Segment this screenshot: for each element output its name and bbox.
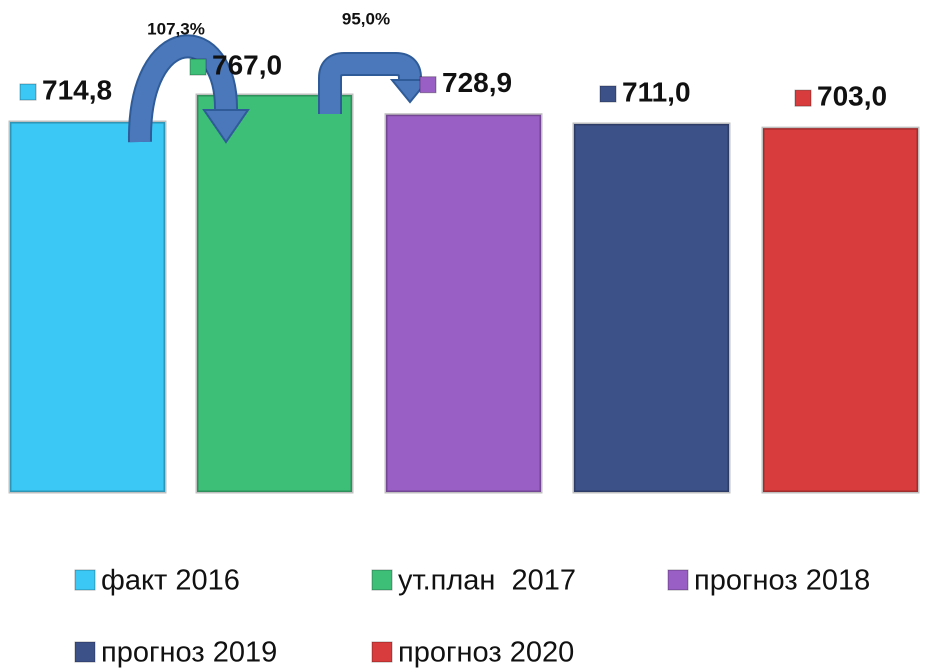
legend-marker [371, 641, 393, 663]
legend-marker [74, 641, 96, 663]
legend-marker [371, 569, 393, 591]
arrow-1 [127, 34, 250, 144]
bar [8, 120, 167, 494]
data-label: 767,0 [212, 49, 282, 80]
label-marker [794, 89, 812, 107]
legend-marker [74, 569, 96, 591]
data-label: 703,0 [817, 81, 887, 112]
legend-label: прогноз 2019 [101, 637, 277, 669]
data-label: 728,9 [442, 67, 512, 98]
label-marker [19, 83, 37, 101]
annotation: 107,3% [147, 19, 205, 38]
bar [572, 122, 731, 494]
label-marker [599, 85, 617, 103]
legend-label: прогноз 2020 [398, 637, 574, 669]
arrow-body [320, 54, 420, 114]
arrow-head [202, 109, 250, 144]
bar [761, 126, 920, 494]
data-label: 711,0 [622, 76, 691, 107]
legend-label: ут.план 2017 [398, 565, 576, 597]
data-label: 714,8 [42, 74, 112, 105]
arrow-head [389, 79, 431, 104]
arrow-2 [318, 52, 431, 114]
annotation: 95,0% [342, 9, 390, 28]
bars [8, 93, 920, 494]
label-marker [419, 76, 437, 94]
arrow-body [129, 36, 237, 143]
legend-label: факт 2016 [101, 565, 240, 597]
legend-label: прогноз 2018 [694, 565, 870, 597]
legend-marker [667, 569, 689, 591]
label-marker [189, 58, 207, 76]
bar [384, 113, 543, 494]
bar [195, 93, 354, 494]
